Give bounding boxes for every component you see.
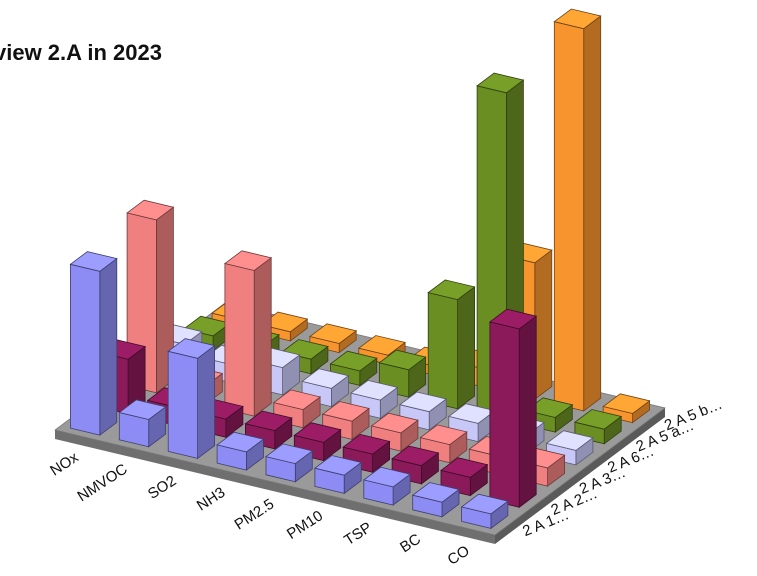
- bar-2-a-6-nh3: [301, 368, 350, 408]
- bar-2-a-2-nh3: [244, 410, 293, 450]
- bar-2-a-1-nmvoc: [118, 399, 167, 448]
- x-tick-label: PM2.5: [232, 496, 278, 534]
- bar-2-a-3-nh3: [272, 389, 322, 429]
- bar-2-a-1-tsp: [362, 466, 412, 506]
- floor-side-edge: [495, 408, 665, 544]
- x-tick-label: NMVOC: [74, 461, 130, 506]
- bar-2-a-1-pm10: [313, 455, 363, 495]
- x-tick-label: NH3: [194, 484, 228, 515]
- bar-2-a-1-nox: [69, 251, 118, 436]
- bar-2-a-3-so2: [223, 250, 273, 417]
- bar-2-a-1-co: [460, 493, 509, 530]
- bar-2-a-2-bc: [440, 457, 489, 497]
- bar-2-a-5-b-bc: [553, 8, 602, 412]
- bar-2-a-1-nh3: [216, 431, 265, 471]
- bar-2-a-3-tsp: [419, 424, 468, 464]
- x-tick-label: NOx: [47, 449, 82, 480]
- bar-2-a-1-bc: [411, 482, 460, 518]
- bar-2-a-5-b-co: [602, 393, 651, 424]
- bar-2-a-1-so2: [167, 338, 216, 460]
- bar-2-a-2-co: [488, 308, 538, 509]
- x-tick-label: BC: [397, 531, 424, 557]
- x-tick-label: SO2: [145, 472, 179, 503]
- x-tick-label: PM10: [284, 507, 326, 543]
- bar-2-a-5-b-so2: [308, 323, 358, 354]
- x-tick-label: TSP: [341, 519, 375, 549]
- chart-bars: [69, 8, 651, 530]
- chart-title: view 2.A in 2023: [0, 40, 162, 65]
- x-tick-label: CO: [445, 542, 473, 569]
- floor-front-edge: [55, 430, 495, 544]
- bar-2-a-1-pm25: [265, 443, 314, 483]
- bar-2-a-5-a-pm10: [427, 279, 476, 410]
- bar-2-a-5-a-co: [573, 409, 623, 445]
